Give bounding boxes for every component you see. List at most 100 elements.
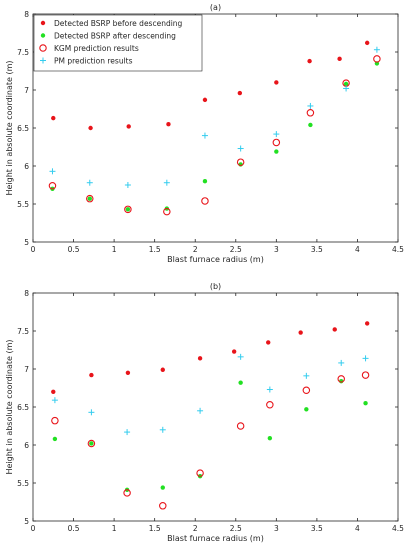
x-tick-label: 4 bbox=[355, 245, 360, 254]
data-point bbox=[267, 435, 273, 441]
data-point bbox=[237, 145, 244, 152]
x-axis-label: Blast furnace radius (m) bbox=[167, 534, 264, 543]
x-tick-label: 0 bbox=[31, 524, 36, 533]
data-point bbox=[124, 182, 131, 188]
y-axis-label: Height in absolute coordinate (m) bbox=[5, 60, 14, 195]
data-point bbox=[160, 367, 165, 372]
data-point bbox=[52, 436, 58, 442]
y-tick-label: 5 bbox=[24, 238, 29, 247]
y-axis: 5 5.5 6 6.5 7 7.5 8 bbox=[17, 10, 398, 247]
y-tick-label: 8 bbox=[24, 10, 29, 19]
x-axis-label: Blast furnace radius (m) bbox=[167, 255, 264, 264]
series-3 bbox=[51, 371, 370, 510]
data-point bbox=[308, 122, 313, 128]
x-tick-label: 2.5 bbox=[230, 245, 242, 254]
data-point bbox=[163, 207, 171, 216]
data-point bbox=[298, 330, 303, 335]
x-tick-label: 0.5 bbox=[68, 245, 80, 254]
data-point bbox=[236, 422, 245, 430]
legend-marker bbox=[39, 44, 47, 52]
x-tick-label: 3.5 bbox=[311, 524, 323, 533]
y-tick-label: 6.5 bbox=[17, 124, 29, 133]
data-point bbox=[337, 56, 342, 62]
data-point bbox=[307, 102, 314, 109]
data-point bbox=[373, 46, 380, 53]
data-point bbox=[125, 207, 131, 212]
data-point bbox=[86, 179, 93, 186]
data-point bbox=[306, 109, 315, 117]
data-point bbox=[159, 502, 167, 510]
legend-label: KGM prediction results bbox=[54, 44, 139, 53]
x-tick-label: 1.5 bbox=[149, 524, 161, 533]
data-point bbox=[304, 407, 309, 412]
data-point bbox=[303, 372, 310, 379]
chart-title: (b) bbox=[210, 282, 221, 291]
data-point bbox=[364, 40, 370, 46]
data-point bbox=[274, 80, 279, 85]
y-tick-label: 6 bbox=[24, 441, 29, 450]
data-point bbox=[332, 327, 337, 332]
data-point bbox=[51, 389, 56, 394]
data-point bbox=[51, 416, 59, 425]
series-2 bbox=[52, 378, 368, 493]
data-point bbox=[124, 205, 132, 214]
legend: Detected BSRP before descending Detected … bbox=[33, 14, 203, 72]
y-tick-label: 8 bbox=[24, 289, 29, 298]
data-point bbox=[202, 179, 208, 184]
data-point bbox=[343, 85, 350, 92]
data-point bbox=[159, 426, 166, 433]
plot-area bbox=[32, 292, 399, 522]
data-point bbox=[87, 439, 96, 448]
data-point bbox=[51, 115, 56, 121]
data-point bbox=[202, 97, 208, 103]
y-tick-label: 5.5 bbox=[17, 479, 29, 488]
data-point bbox=[51, 397, 58, 404]
x-tick-label: 1.5 bbox=[149, 245, 161, 254]
x-tick-label: 3.5 bbox=[311, 245, 323, 254]
data-point bbox=[266, 386, 273, 393]
data-point bbox=[197, 407, 204, 414]
series-4 bbox=[49, 46, 380, 188]
data-point bbox=[266, 400, 274, 409]
y-tick-label: 7 bbox=[24, 86, 29, 95]
legend-box bbox=[33, 14, 203, 72]
data-point bbox=[237, 353, 244, 360]
x-axis: 0 0.5 1 1.5 2 2.5 3 3.5 4 4.5 bbox=[31, 293, 404, 533]
data-point bbox=[373, 55, 381, 63]
data-point bbox=[126, 124, 131, 129]
legend-marker bbox=[40, 33, 46, 38]
data-point bbox=[361, 371, 370, 379]
x-tick-label: 1 bbox=[112, 245, 117, 254]
legend-marker bbox=[40, 57, 46, 64]
x-tick-label: 0.5 bbox=[68, 524, 80, 533]
data-point bbox=[123, 489, 131, 497]
y-tick-label: 5.5 bbox=[17, 200, 29, 209]
series-1 bbox=[51, 40, 370, 131]
legend-label: Detected BSRP after descending bbox=[54, 32, 176, 41]
x-tick-label: 2 bbox=[193, 524, 198, 533]
data-point bbox=[160, 485, 165, 490]
series-2 bbox=[50, 61, 380, 212]
y-tick-label: 6.5 bbox=[17, 403, 29, 412]
data-point bbox=[307, 58, 312, 64]
x-tick-label: 4.5 bbox=[392, 245, 404, 254]
data-point bbox=[88, 409, 95, 416]
data-point bbox=[364, 321, 370, 326]
legend-label: PM prediction results bbox=[54, 57, 133, 66]
legend-marker bbox=[40, 20, 46, 26]
x-tick-label: 2 bbox=[193, 245, 198, 254]
chart-panel-a: (a) 0 0.5 1 1.5 2 2.5 3 3.5 4 4.5 Blast furnace rad… bbox=[5, 3, 404, 264]
data-point bbox=[201, 132, 208, 139]
chart-title: (a) bbox=[210, 3, 221, 12]
data-point bbox=[302, 386, 311, 395]
data-point bbox=[197, 356, 203, 361]
data-point bbox=[86, 194, 94, 203]
data-point bbox=[273, 131, 280, 138]
data-point bbox=[272, 138, 281, 147]
data-point bbox=[88, 125, 93, 131]
series-1 bbox=[51, 321, 370, 394]
legend-label: Detected BSRP before descending bbox=[54, 19, 183, 28]
chart-panel-b: (b) 0 0.5 1 1.5 2 2.5 3 3.5 4 4.5 Blast furnace rad… bbox=[5, 282, 404, 543]
y-tick-label: 7.5 bbox=[17, 327, 29, 336]
